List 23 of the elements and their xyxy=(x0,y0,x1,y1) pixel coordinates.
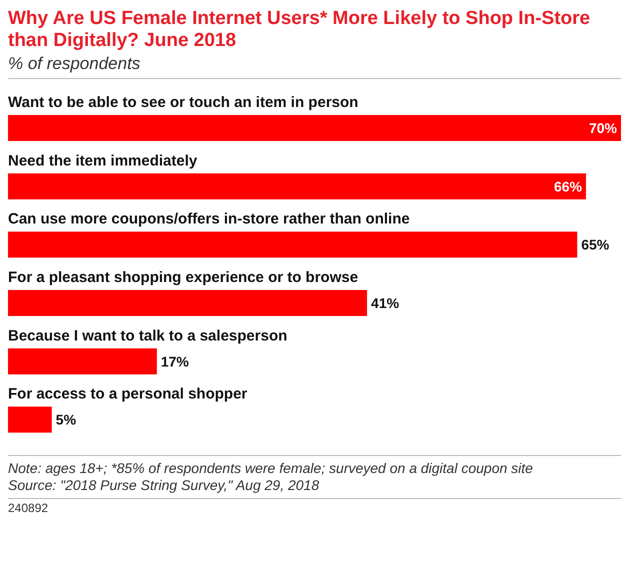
y-tick-label: For access to a personal shopper xyxy=(8,386,248,403)
source-note: Source: "2018 Purse String Survey," Aug 29, 2018 xyxy=(8,477,320,494)
y-tick-label: Because I want to talk to a salesperson xyxy=(8,327,288,344)
data-label: 5% xyxy=(56,412,77,428)
data-label: 65% xyxy=(581,236,610,253)
bar xyxy=(8,290,368,316)
data-label: 66% xyxy=(554,178,583,194)
bar xyxy=(8,173,586,200)
y-tick-label: For a pleasant shopping experience or to browse xyxy=(8,269,358,286)
chart-subtitle: % of respondents xyxy=(8,54,142,74)
data-label: 70% xyxy=(588,120,618,136)
bar xyxy=(8,348,157,374)
y-tick-label: Need the item immediately xyxy=(8,152,198,170)
bar xyxy=(8,232,578,258)
bar xyxy=(8,115,621,141)
chart-title: Why Are US Female Internet Users* More Likely to Shop In-Store than Digitally? June 2018 xyxy=(8,8,592,52)
bar xyxy=(8,406,52,433)
y-tick-label: Want to be able to see or touch an item in person xyxy=(8,94,358,111)
data-label: 41% xyxy=(371,295,400,311)
y-tick-label: Can use more coupons/offers in-store rather than online xyxy=(8,210,410,228)
data-label: 17% xyxy=(160,353,190,370)
text: 240892 xyxy=(8,498,621,515)
text: Note: ages 18+; *85% of respondents were female; surveyed on a digital coupon site xyxy=(8,460,534,477)
